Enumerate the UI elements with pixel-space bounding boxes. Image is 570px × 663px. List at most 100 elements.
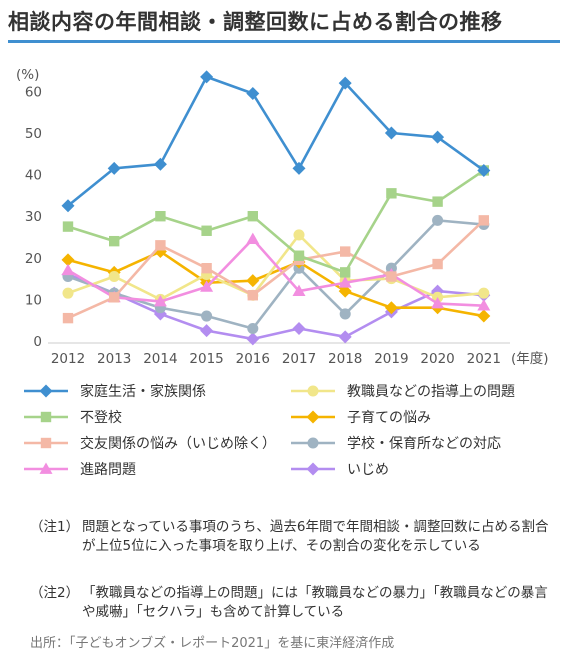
data-point — [384, 126, 398, 140]
data-point — [431, 297, 445, 309]
data-point — [477, 163, 491, 177]
data-point — [201, 225, 212, 236]
y-tick-label: 10 — [25, 292, 42, 308]
line-chart: (%) 0 10 20 30 40 50 60 2012 2013 2014 2015 2016 2017… — [16, 67, 549, 367]
series-line — [67, 75, 485, 207]
legend-swatch — [24, 437, 68, 449]
data-point — [293, 250, 305, 261]
legend-label: 子育ての悩み — [347, 410, 431, 426]
legend-swatch — [24, 384, 68, 398]
data-point — [108, 270, 120, 283]
legend-swatch — [291, 410, 335, 424]
data-point — [155, 211, 166, 222]
legend-label: 不登校 — [80, 410, 122, 426]
data-point — [201, 263, 212, 274]
note-2: （注2） 「教職員などの指導上の問題」には「教職員などの暴力」「教職員などの暴言… — [30, 584, 550, 622]
data-point — [338, 76, 352, 90]
legend-swatch — [24, 462, 68, 474]
series-交友関係の悩み（いじめ除く） — [62, 215, 489, 324]
legend-label: 家庭生活・家族関係 — [80, 384, 206, 400]
series-line — [67, 169, 485, 274]
y-axis-unit: (%) — [16, 67, 39, 83]
y-tick-label: 0 — [33, 334, 42, 350]
data-point — [246, 332, 260, 346]
note-1-text: 問題となっている事項のうち、過去6年間で年間相談・調整回数に占める割合が上位5位… — [82, 519, 549, 554]
series-学校・保育所などの対応 — [62, 214, 490, 335]
data-point — [340, 246, 351, 257]
data-point — [246, 86, 260, 100]
data-point — [61, 253, 75, 267]
data-point — [61, 199, 75, 213]
title-underline — [8, 40, 560, 43]
legend-label: 交友関係の悩み（いじめ除く） — [80, 436, 276, 452]
series-line — [67, 273, 484, 341]
y-tick-label: 20 — [25, 251, 42, 267]
data-point — [292, 322, 306, 336]
data-point — [247, 290, 258, 301]
data-point — [246, 232, 260, 244]
data-point — [338, 330, 352, 344]
x-tick-label: 2012 — [51, 351, 85, 367]
data-point — [62, 221, 74, 232]
legend-item: いじめ — [289, 458, 389, 480]
x-tick-label: 2017 — [282, 351, 316, 367]
data-point — [339, 308, 351, 320]
x-axis-unit: (年度) — [511, 351, 549, 367]
x-tick-label: 2020 — [420, 351, 454, 367]
page-title: 相談内容の年間相談・調整回数に占める割合の推移 — [8, 10, 503, 34]
data-point — [153, 294, 167, 307]
data-point — [109, 292, 120, 303]
data-point — [153, 157, 167, 171]
data-point — [200, 70, 214, 84]
data-point — [247, 322, 259, 335]
data-point — [477, 309, 491, 323]
x-tick-label: 2019 — [374, 351, 408, 367]
y-tick-label: 30 — [25, 209, 42, 225]
data-point — [338, 276, 352, 288]
data-point — [200, 280, 214, 292]
legend-item: 進路問題 — [22, 458, 136, 480]
legend-item: 学校・保育所などの対応 — [289, 432, 501, 454]
note-2-text: 「教職員などの指導上の問題」には「教職員などの暴力」「教職員などの暴言や威嚇」「… — [82, 585, 548, 620]
data-point — [61, 263, 75, 276]
data-point — [478, 215, 489, 226]
data-point — [478, 287, 490, 299]
legend-swatch — [291, 462, 335, 476]
series-line — [67, 250, 485, 318]
data-point — [293, 229, 305, 241]
data-point — [292, 284, 306, 296]
data-point — [246, 274, 260, 288]
legend-swatch — [291, 437, 335, 449]
data-point — [292, 161, 306, 175]
series-line — [67, 219, 485, 320]
legend-item: 交友関係の悩み（いじめ除く） — [22, 432, 276, 454]
x-tick-label: 2018 — [328, 351, 362, 367]
note-1-label: （注1） — [30, 519, 80, 535]
data-point — [247, 211, 258, 222]
note-2-label: （注2） — [30, 585, 80, 601]
data-point — [340, 267, 351, 278]
legend-label: 学校・保育所などの対応 — [347, 436, 501, 452]
data-point — [477, 299, 491, 311]
legend-label: 進路問題 — [80, 462, 136, 478]
data-point — [432, 258, 443, 270]
data-point — [432, 196, 443, 207]
y-tick-label: 40 — [25, 168, 42, 184]
data-point — [384, 301, 398, 315]
data-point — [62, 312, 74, 324]
data-point — [432, 214, 444, 226]
note-1: （注1） 問題となっている事項のうち、過去6年間で年間相談・調整回数に占める割合… — [30, 518, 550, 556]
series-家庭生活・家族関係 — [61, 70, 491, 213]
data-point — [107, 161, 121, 175]
x-tick-label: 2016 — [236, 351, 270, 367]
legend-swatch — [24, 411, 68, 423]
data-point — [200, 324, 214, 338]
data-point — [155, 240, 166, 251]
data-point — [431, 130, 445, 144]
legend-item: 家庭生活・家族関係 — [22, 380, 206, 402]
data-point — [201, 310, 213, 322]
data-point — [338, 284, 352, 298]
series-不登校 — [62, 165, 489, 278]
legend-label: 教職員などの指導上の問題 — [347, 384, 515, 400]
data-point — [62, 287, 74, 299]
